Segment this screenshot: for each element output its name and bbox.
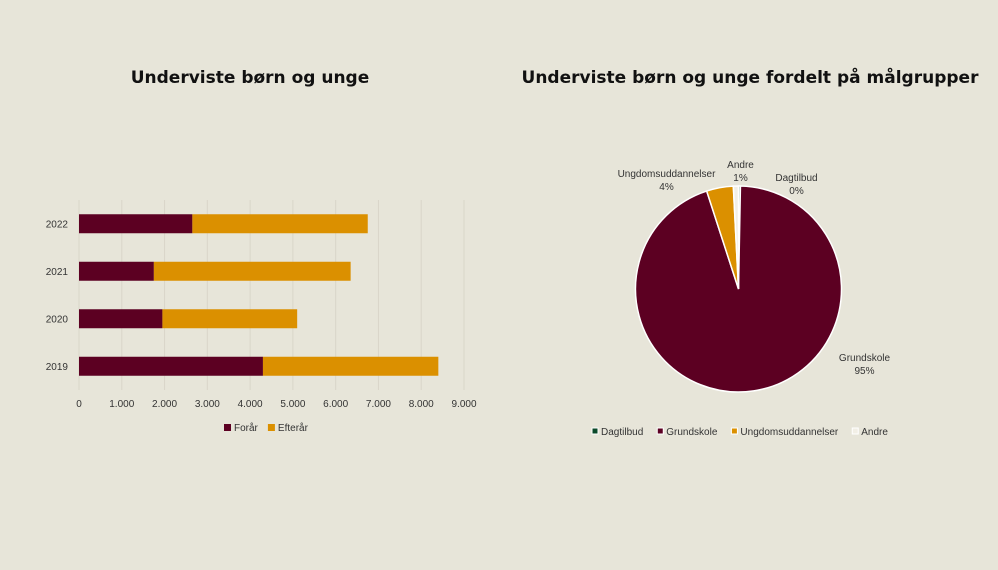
legend-swatch	[851, 427, 859, 435]
x-tick-label: 4.000	[238, 399, 263, 410]
x-tick-label: 5.000	[280, 399, 305, 410]
bar-chart-title: Underviste børn og unge	[130, 68, 370, 88]
x-tick-label: 9.000	[451, 399, 476, 410]
y-tick-label: 2022	[46, 219, 69, 230]
bar-for-r	[79, 214, 193, 234]
y-tick-label: 2020	[46, 314, 69, 325]
pie-label-name: Dagtilbud	[775, 173, 817, 184]
legend-swatch	[656, 427, 664, 435]
stacked-bar-chart: 0 1.000 2.000 3.000 4.000 5.000 6.000 7.000 8.00…	[46, 200, 477, 434]
bar-for-r	[79, 261, 154, 281]
pie-label-name: Ungdomsuddannelser	[618, 169, 717, 180]
bar-for-r	[79, 356, 263, 376]
bar-efter-r	[153, 261, 351, 281]
y-tick-label: 2021	[46, 267, 69, 278]
pie-chart: Dagtilbud 0% Grundskole 95% Ungdomsuddannels…	[591, 160, 891, 438]
pie-label-name: Andre	[727, 160, 754, 171]
pie-label-value: 95%	[854, 366, 874, 377]
legend-label: Forår	[234, 422, 259, 434]
pie-chart-title: Underviste børn og unge fordelt på målgr…	[521, 68, 979, 88]
x-tick-label: 3.000	[195, 399, 220, 410]
legend-swatch	[267, 424, 275, 431]
bar-efter-r	[192, 214, 368, 234]
pie-label-value: 4%	[659, 182, 674, 193]
pie-slice-andre	[732, 185, 740, 290]
bar-efter-r	[162, 309, 298, 329]
legend-label: Andre	[861, 427, 888, 438]
legend-swatch	[730, 427, 738, 435]
pie-label-value: 1%	[733, 173, 748, 184]
legend-swatch	[591, 427, 599, 435]
pie-label-value: 0%	[789, 186, 804, 197]
pie-label-name: Grundskole	[839, 353, 891, 364]
bar-for-r	[79, 309, 163, 329]
legend-label: Efterår	[278, 422, 309, 434]
x-tick-label: 2.000	[152, 399, 177, 410]
x-tick-label: 8.000	[409, 399, 434, 410]
legend-label: Ungdomsuddannelser	[740, 427, 839, 438]
x-tick-label: 1.000	[109, 399, 134, 410]
legend-label: Grundskole	[666, 427, 718, 438]
legend-swatch	[224, 424, 231, 431]
bar-efter-r	[262, 356, 439, 376]
x-tick-label: 7.000	[366, 399, 391, 410]
x-tick-label: 0	[76, 399, 82, 410]
legend-label: Dagtilbud	[601, 427, 643, 438]
y-tick-label: 2019	[46, 362, 69, 373]
x-tick-label: 6.000	[323, 399, 348, 410]
